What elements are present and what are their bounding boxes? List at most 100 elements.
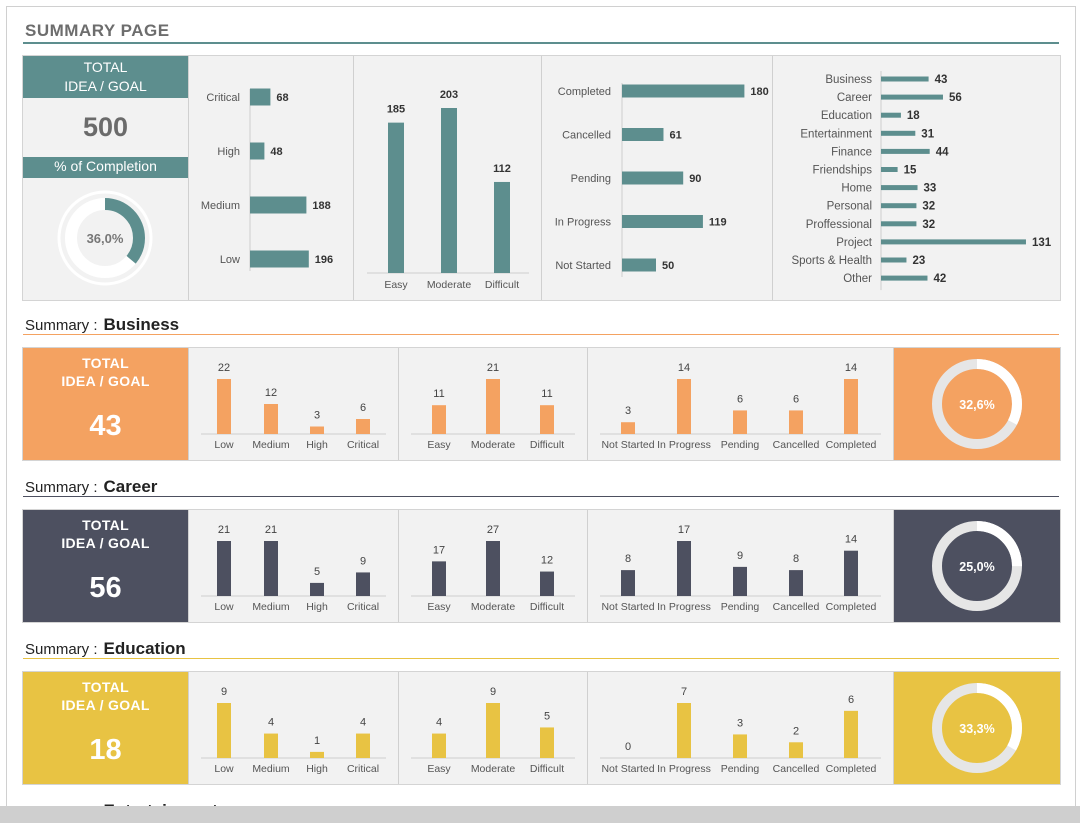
category-label: In Progress: [555, 217, 612, 229]
bar: [250, 250, 309, 268]
divider: [893, 672, 894, 784]
bar-value-label: 18: [907, 110, 920, 122]
difficulty-mini-chart: 4 Easy 9 Moderate 5 Difficult: [411, 686, 575, 775]
bar: [622, 215, 703, 228]
donut-percent-label: 32,6%: [959, 398, 994, 412]
category-label: Friendships: [813, 165, 873, 177]
category-label: Cancelled: [773, 601, 820, 613]
bar-value-label: 32: [922, 219, 935, 231]
page-title: SUMMARY PAGE: [25, 21, 170, 40]
bar: [881, 148, 930, 154]
bar-value-label: 5: [544, 710, 550, 722]
bar-value-label: 2: [793, 725, 799, 737]
section-heading-entertainment: Summary : Entertainment: [25, 801, 218, 807]
category-label: Entertainment: [800, 128, 872, 140]
divider: [893, 510, 894, 622]
divider: [188, 56, 189, 300]
bar: [622, 128, 664, 141]
bar: [881, 203, 917, 209]
category-label: Completed: [558, 86, 611, 98]
category-panel-business: TOTAL IDEA / GOAL 43 22 Low 12 Medium 3 High 6 Cri…: [22, 347, 1061, 461]
bar-value-label: 3: [314, 410, 320, 422]
bar-value-label: 8: [793, 553, 799, 565]
category-label: High: [306, 763, 328, 775]
overview-panel: TOTAL IDEA / GOAL 500 % of Completion 36…: [22, 55, 1061, 301]
category-label: Low: [214, 763, 234, 775]
bar: [621, 570, 635, 596]
category-label: High: [217, 146, 240, 158]
category-label: Not Started: [601, 763, 654, 775]
bar: [881, 239, 1026, 245]
difficulty-chart: 185 Easy 203 Moderate 112 Difficult: [367, 89, 529, 291]
bar: [844, 710, 858, 758]
category-label: Completed: [826, 601, 877, 613]
section-prefix: Summary :: [25, 803, 98, 807]
bar: [356, 572, 370, 596]
bottom-scroll-strip: [0, 806, 1080, 823]
bar-value-label: 43: [935, 74, 948, 86]
completion-header: % of Completion: [23, 157, 188, 178]
bar-value-label: 12: [265, 387, 277, 399]
divider: [587, 510, 588, 622]
donut-outer-ring: [57, 190, 153, 286]
category-total-label-1: TOTAL: [82, 355, 129, 371]
category-total-label-1: TOTAL: [82, 517, 129, 533]
bar-value-label: 185: [387, 104, 405, 116]
bar-value-label: 196: [315, 254, 333, 266]
bar: [310, 426, 324, 434]
bar-value-label: 188: [312, 200, 330, 212]
category-label: Project: [836, 237, 873, 249]
bar: [881, 112, 901, 118]
divider: [893, 348, 894, 460]
category-label: Low: [220, 254, 240, 266]
bar: [881, 275, 928, 281]
status-mini-chart: 0 Not Started 7 In Progress 3 Pending 2 Cancell…: [600, 686, 881, 775]
donut-progress-arc: [932, 359, 1022, 449]
bar: [881, 185, 918, 191]
category-label: Moderate: [471, 763, 516, 775]
bar: [388, 122, 404, 273]
status-mini-chart: 3 Not Started 14 In Progress 6 Pending 6 Cancel…: [600, 362, 881, 451]
section-rule: [23, 496, 1059, 497]
category-label: Pending: [721, 601, 760, 613]
priority-chart: Critical 68 High 48 Medium 188 Low 196: [201, 88, 333, 271]
section-prefix: Summary :: [25, 641, 98, 658]
category-panel-education: TOTAL IDEA / GOAL 18 9 Low 4 Medium 1 High 4 Criti…: [22, 671, 1061, 785]
bar: [264, 541, 278, 596]
category-total-label: TOTAL IDEA / GOAL: [23, 678, 188, 714]
priority-mini-chart: 22 Low 12 Medium 3 High 6 Critical: [201, 362, 386, 451]
bar-value-label: 3: [737, 717, 743, 729]
category-label: Easy: [427, 439, 451, 451]
bar: [844, 379, 858, 434]
category-label: Not Started: [555, 260, 611, 272]
section-prefix: Summary :: [25, 317, 98, 334]
category-label: Easy: [427, 763, 451, 775]
bar: [881, 76, 929, 82]
bar: [356, 419, 370, 434]
bar-value-label: 15: [904, 165, 917, 177]
category-label: Cancelled: [562, 130, 611, 142]
bar-value-label: 42: [933, 273, 946, 285]
bar: [356, 733, 370, 758]
donut-center: [944, 371, 1010, 437]
category-label: Pending: [721, 439, 760, 451]
category-label: Critical: [347, 439, 379, 451]
bar: [789, 742, 803, 758]
bar-value-label: 4: [436, 717, 442, 729]
bar: [540, 727, 554, 758]
title-rule: [23, 42, 1059, 44]
section-category-name: Entertainment: [104, 801, 218, 807]
divider: [541, 56, 542, 300]
category-label: Critical: [206, 92, 240, 104]
category-total-label: TOTAL IDEA / GOAL: [23, 516, 188, 552]
bar-value-label: 4: [268, 717, 274, 729]
category-label: Business: [825, 74, 872, 86]
divider: [188, 348, 189, 460]
category-label: Medium: [201, 200, 240, 212]
category-total-label-2: IDEA / GOAL: [61, 535, 150, 551]
bar-value-label: 14: [678, 362, 690, 374]
category-label: Low: [214, 439, 234, 451]
bar: [622, 84, 745, 98]
bar: [441, 108, 457, 273]
bar-value-label: 68: [276, 92, 288, 104]
